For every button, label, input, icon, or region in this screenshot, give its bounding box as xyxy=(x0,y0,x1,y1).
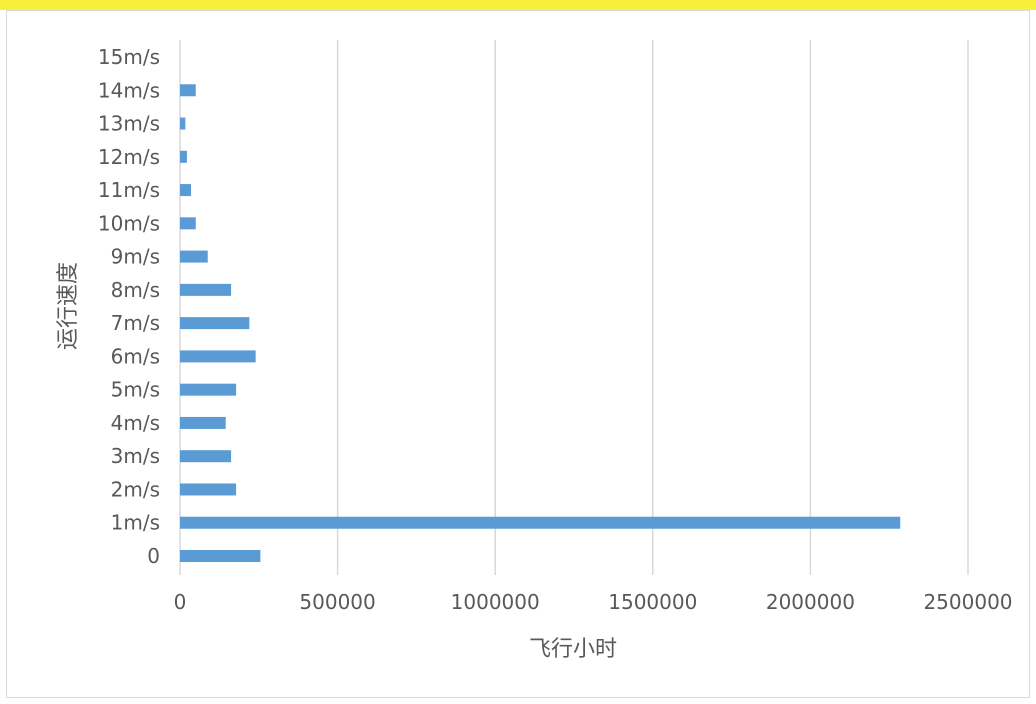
x-tick-labels: 0 500000 1000000 1500000 2000000 2500000 xyxy=(174,590,1013,614)
bar-5m/s xyxy=(180,383,237,396)
x-tick-label: 1500000 xyxy=(608,590,697,614)
bar-9m/s xyxy=(180,250,208,263)
y-tick-label: 7m/s xyxy=(111,311,160,335)
y-tick-label: 5m/s xyxy=(111,378,160,402)
y-tick-label: 12m/s xyxy=(98,145,160,169)
x-tick-label: 1000000 xyxy=(451,590,540,614)
bar-14m/s xyxy=(180,84,196,97)
grid-lines xyxy=(179,40,969,575)
top-highlight-strip xyxy=(0,0,1036,10)
chart-frame xyxy=(6,10,1030,698)
y-tick-label: 8m/s xyxy=(111,278,160,302)
bar-7m/s xyxy=(180,317,250,330)
y-tick-labels: 0 1m/s 2m/s 3m/s 4m/s 5m/s 6m/s 7m/s 8m/s 9m/s 10m… xyxy=(98,45,160,568)
bar-6m/s xyxy=(180,350,256,363)
bar-12m/s xyxy=(180,150,187,163)
bar-4m/s xyxy=(180,416,226,429)
y-tick-label: 14m/s xyxy=(98,78,160,102)
y-tick-label: 4m/s xyxy=(111,411,160,435)
y-tick-label: 0 xyxy=(147,544,160,568)
y-tick-label: 11m/s xyxy=(98,178,160,202)
bars xyxy=(180,84,901,562)
bar-11m/s xyxy=(180,184,192,197)
y-axis-title: 运行速度 xyxy=(56,262,81,350)
x-tick-label: 500000 xyxy=(299,590,375,614)
y-tick-label: 9m/s xyxy=(111,245,160,269)
bar-8m/s xyxy=(180,283,232,296)
y-tick-label: 6m/s xyxy=(111,344,160,368)
y-tick-label: 15m/s xyxy=(98,45,160,69)
x-tick-label: 2000000 xyxy=(766,590,855,614)
y-tick-label: 10m/s xyxy=(98,211,160,235)
y-tick-label: 2m/s xyxy=(111,477,160,501)
bar-13m/s xyxy=(180,117,186,130)
x-tick-label: 0 xyxy=(174,590,187,614)
bar-2m/s xyxy=(180,483,237,496)
x-axis-title: 飞行小时 xyxy=(529,637,617,662)
y-tick-label: 13m/s xyxy=(98,112,160,136)
bar-0 xyxy=(180,550,261,562)
y-tick-label: 1m/s xyxy=(111,511,160,535)
y-tick-label: 3m/s xyxy=(111,444,160,468)
x-tick-label: 2500000 xyxy=(923,590,1012,614)
bar-3m/s xyxy=(180,450,232,463)
bar-1m/s xyxy=(180,516,901,529)
bar-10m/s xyxy=(180,217,196,230)
